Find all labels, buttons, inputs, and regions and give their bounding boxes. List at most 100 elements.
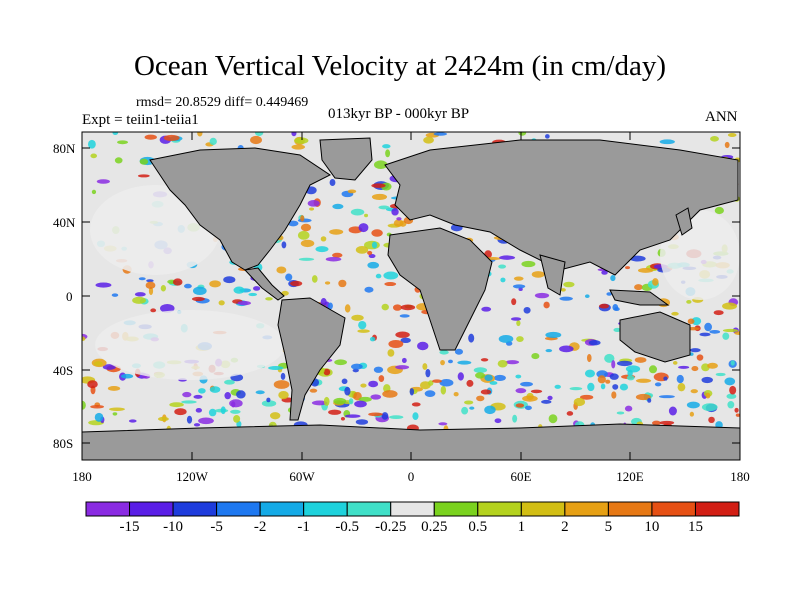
velocity-blob [300,223,312,232]
velocity-blob [654,382,662,387]
velocity-blob [464,400,474,405]
velocity-blob [145,281,156,289]
velocity-blob [584,369,596,378]
velocity-blob [266,397,271,403]
velocity-blob [332,252,343,258]
velocity-blob [707,362,718,369]
velocity-blob [635,378,652,383]
colorbar-label: 10 [644,519,660,535]
lon-label-180e: 180 [730,469,750,484]
central-america-landmass [243,267,285,301]
velocity-blob [722,332,730,340]
velocity-blob [612,384,619,390]
velocity-blob [393,219,404,227]
velocity-blob [387,349,395,357]
lon-label-120e: 120E [616,469,644,484]
velocity-blob [563,281,575,288]
velocity-blob [367,261,380,269]
velocity-blob [298,257,315,261]
velocity-blob [484,405,496,415]
velocity-blob [323,368,331,376]
velocity-blob [248,292,258,297]
velocity-blob [699,332,711,337]
velocity-blob [515,403,525,408]
velocity-blob [727,401,735,409]
velocity-blob [223,276,236,284]
velocity-blob [269,412,281,420]
velocity-blob [384,282,397,287]
velocity-blob [566,411,574,416]
velocity-blob [686,401,700,409]
velocity-blob [516,336,524,342]
rmsd-diff-text: rmsd= 20.8529 diff= 0.449469 [136,95,309,110]
velocity-blob [689,411,695,417]
velocity-blob [309,207,315,211]
velocity-blob [209,137,217,146]
colorbar-label: 0.25 [421,519,448,535]
velocity-blob [480,358,489,362]
velocity-blob [439,378,454,387]
velocity-blob [634,357,647,363]
velocity-blob [498,264,507,269]
velocity-blob [290,280,303,287]
velocity-blob [545,134,550,139]
velocity-blob [220,406,226,415]
velocity-blob [494,418,502,424]
velocity-blob [160,303,175,313]
velocity-blob [484,374,493,382]
velocity-blob [344,304,351,313]
velocity-blob [469,406,475,410]
velocity-blob [722,328,739,333]
velocity-blob [300,215,305,222]
lat-label-0: 0 [66,289,73,304]
velocity-blob [480,389,492,395]
velocity-blob [510,317,522,321]
velocity-blob [360,383,367,388]
velocity-blob [250,135,262,145]
lat-label-80s: 80S [53,436,74,451]
velocity-blob [730,360,735,366]
velocity-blob [329,229,344,235]
colorbar-swatch [433,501,479,517]
velocity-blob [689,348,701,353]
velocity-blob [580,394,594,400]
velocity-blob [573,397,586,407]
velocity-blob [530,389,543,394]
velocity-blob [548,414,558,424]
velocity-blob [368,254,376,259]
velocity-blob [389,415,404,420]
velocity-blob [192,286,207,296]
velocity-blob [355,246,369,254]
velocity-blob [332,203,344,210]
velocity-blob [729,385,737,395]
velocity-blob [369,336,376,342]
velocity-blob [400,337,411,344]
colorbar-swatch [85,501,131,517]
australia-landmass [619,311,691,363]
velocity-blob [658,395,675,399]
velocity-blob [587,382,595,392]
velocity-blob [157,416,169,422]
velocity-blob [424,390,436,397]
velocity-blob [448,359,453,364]
velocity-blob [560,288,566,292]
velocity-blob [371,229,383,237]
velocity-blob [691,366,699,372]
velocity-blob [338,279,347,288]
velocity-blob [701,376,713,384]
velocity-blob [233,415,241,423]
velocity-blob [82,336,86,342]
velocity-blob [236,390,246,399]
velocity-blob [230,409,241,414]
velocity-blob [281,241,287,249]
velocity-blob [117,140,129,145]
velocity-blob [518,132,527,136]
velocity-blob [276,266,287,274]
velocity-blob [224,379,235,385]
velocity-blob [696,354,704,361]
velocity-blob [701,403,718,412]
velocity-blob [541,399,552,404]
velocity-blob [543,301,550,309]
velocity-blob [146,279,154,283]
